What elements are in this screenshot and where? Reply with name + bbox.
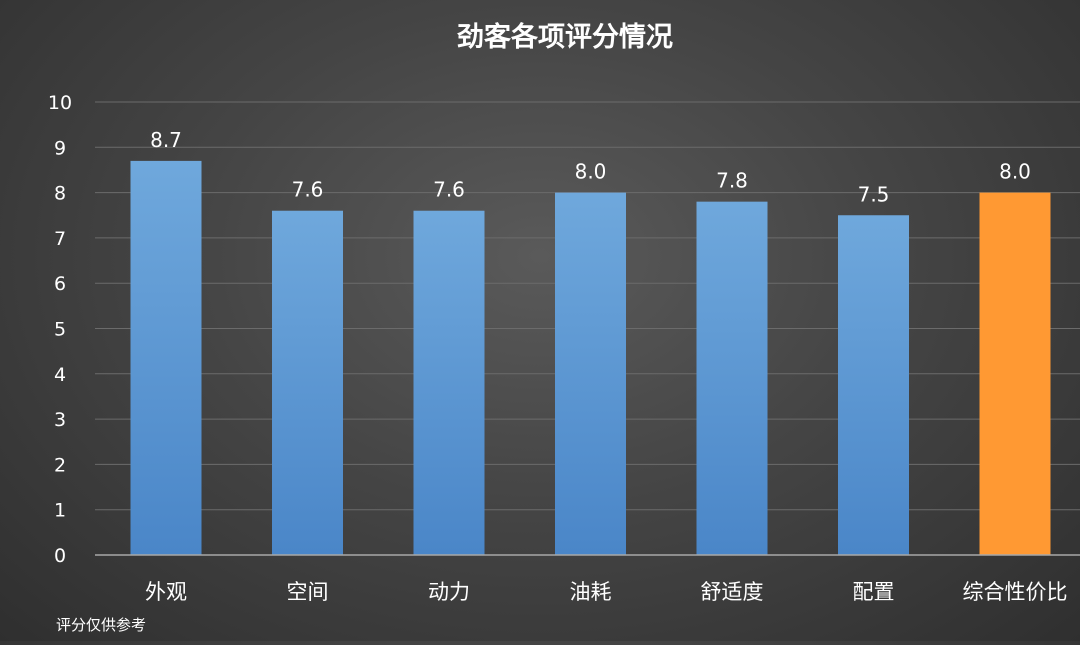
x-tick-label: 动力 [428,580,470,604]
y-tick-label: 7 [54,228,66,250]
data-label: 7.5 [858,182,890,206]
x-tick-label: 外观 [145,580,187,604]
x-tick-label: 综合性价比 [963,580,1068,604]
y-axis-ticks: 0 1 2 3 4 5 6 7 8 9 10 [48,92,72,567]
x-tick-label: 舒适度 [701,580,764,604]
y-tick-label: 2 [54,454,66,476]
bar [413,210,485,555]
data-label: 7.8 [716,169,748,193]
y-tick-label: 1 [54,500,66,522]
x-tick-label: 油耗 [570,580,612,604]
chart-title: 劲客各项评分情况 [457,21,673,53]
x-tick-label: 配置 [853,580,895,604]
y-tick-label: 9 [54,137,66,159]
bar [696,201,768,555]
bar [130,160,202,555]
bars [130,160,1051,555]
y-tick-label: 10 [48,92,72,114]
x-tick-label: 空间 [287,580,329,604]
data-label: 7.6 [433,178,465,202]
y-tick-label: 0 [54,545,66,567]
y-tick-label: 4 [54,364,66,386]
data-label: 7.6 [292,178,324,202]
data-label: 8.0 [575,160,607,184]
data-label: 8.7 [150,128,182,152]
bar [555,192,626,555]
bar-highlight [979,192,1051,555]
bar [272,210,343,555]
data-labels: 8.7 7.6 7.6 8.0 7.8 7.5 8.0 [150,128,1031,206]
y-tick-label: 8 [54,183,66,205]
y-tick-label: 6 [54,273,66,295]
footnote: 评分仅供参考 [56,616,146,634]
bar [838,215,909,555]
y-tick-label: 3 [54,409,66,431]
data-label: 8.0 [999,160,1031,184]
x-axis-ticks: 外观 空间 动力 油耗 舒适度 配置 综合性价比 [145,580,1068,604]
y-tick-label: 5 [54,319,66,341]
